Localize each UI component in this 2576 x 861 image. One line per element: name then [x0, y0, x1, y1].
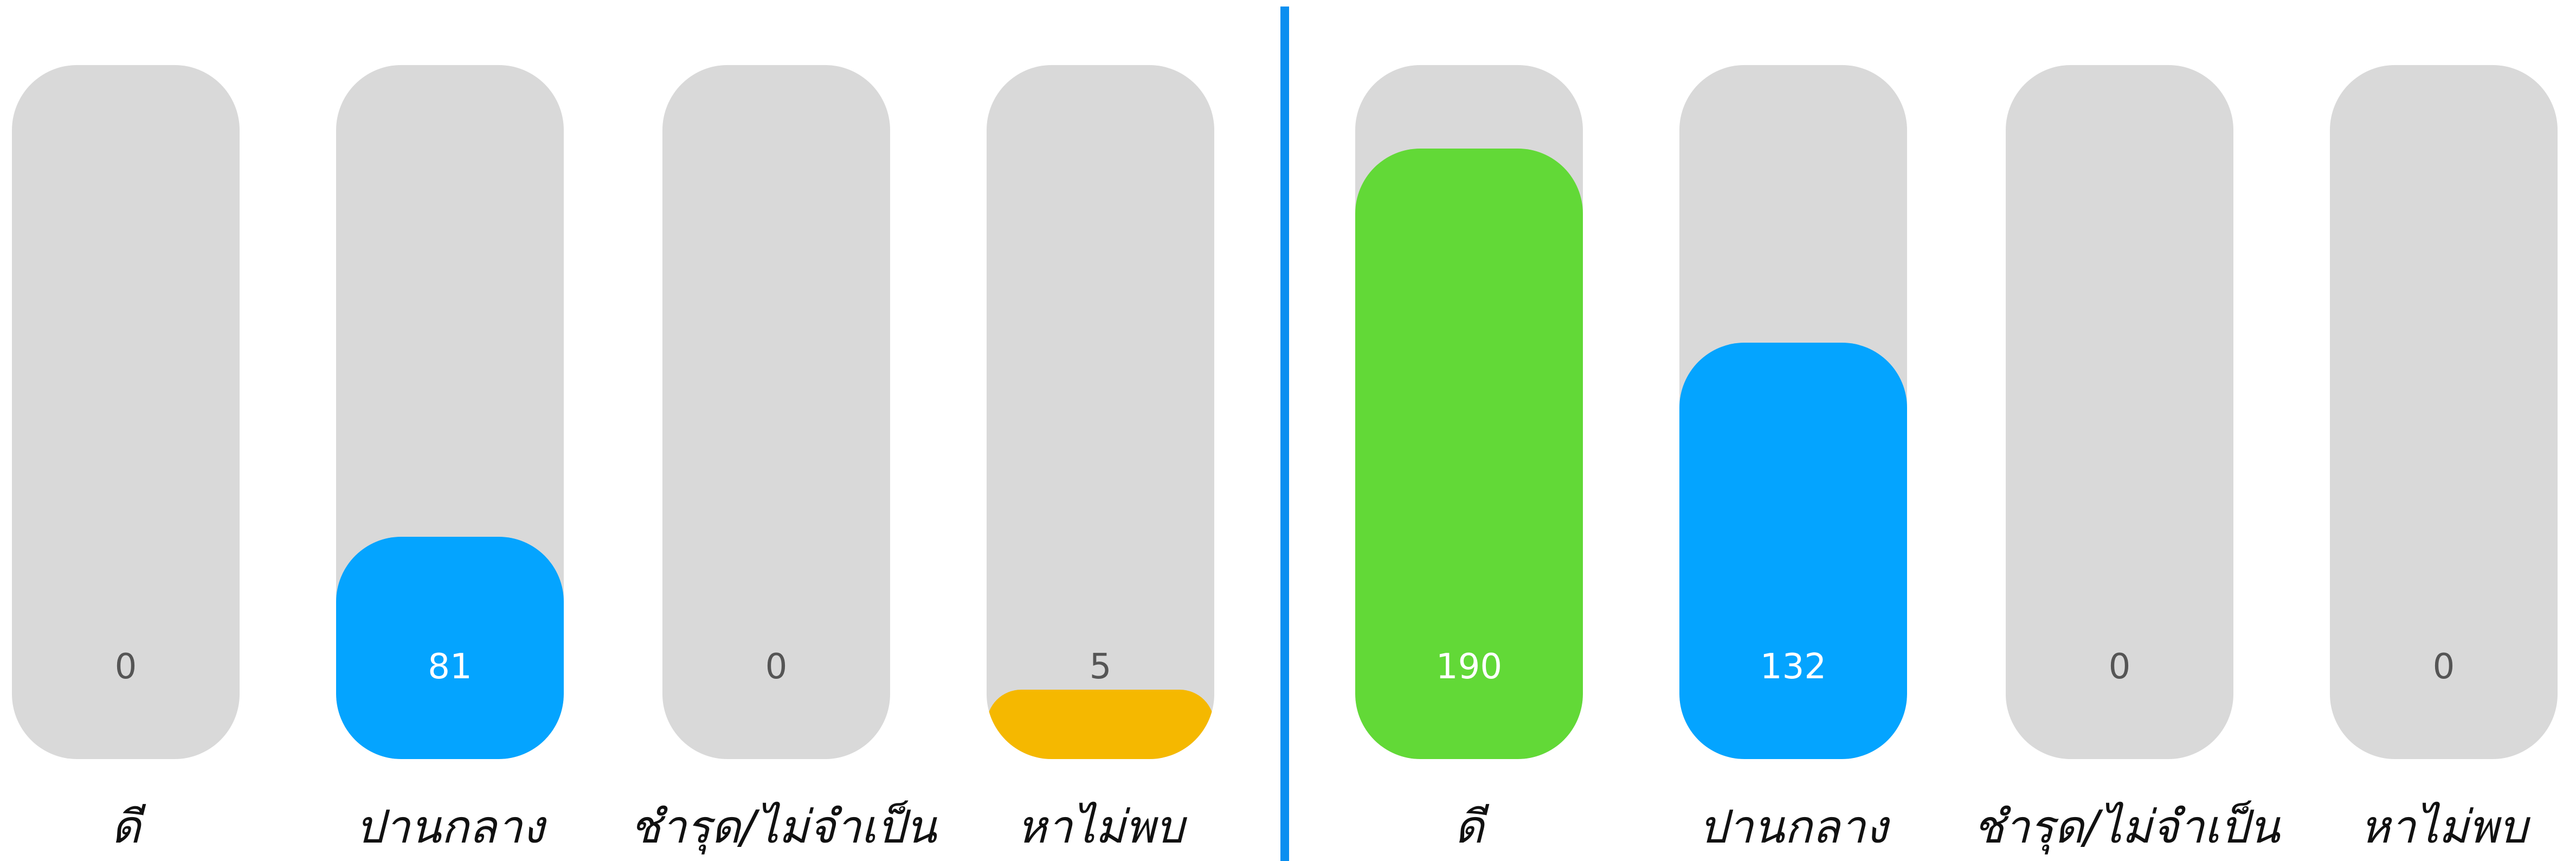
- bar-track: [2330, 65, 2558, 759]
- bar-value: 0: [2432, 647, 2455, 687]
- bar-fill: [1679, 343, 1907, 759]
- bar-track: [662, 65, 890, 759]
- bar-value: 0: [2108, 647, 2131, 687]
- bar-column-not-found[interactable]: 5 หาไม่พบ: [987, 0, 1214, 861]
- bar-track: [336, 65, 564, 759]
- bar-column-damaged-unneeded[interactable]: 0 ชำรุด/ไม่จำเป็น: [630, 0, 937, 861]
- group-divider: [1280, 7, 1289, 861]
- bar-track: [2006, 65, 2233, 759]
- bar-track: [12, 65, 240, 759]
- bar-column-good[interactable]: 0 ดี: [12, 0, 240, 861]
- bar-column-damaged-unneeded[interactable]: 0 ชำรุด/ไม่จำเป็น: [1973, 0, 2280, 861]
- bar-label: ชำรุด/ไม่จำเป็น: [1973, 800, 2280, 853]
- bar-track: [1679, 65, 1907, 759]
- bar-value: 0: [114, 647, 137, 687]
- bar-value: 0: [765, 647, 788, 687]
- bar-label: หาไม่พบ: [1016, 800, 1184, 853]
- bar-column-good[interactable]: 190 ดี: [1355, 0, 1583, 861]
- bar-track: [1355, 65, 1583, 759]
- bar-fill: [336, 537, 564, 759]
- bar-fill: [987, 690, 1214, 759]
- bar-label: ปานกลาง: [1698, 800, 1888, 853]
- bar-label: ดี: [1454, 800, 1484, 853]
- bar-label: ชำรุด/ไม่จำเป็น: [630, 800, 937, 853]
- bar-label: หาไม่พบ: [2360, 800, 2528, 853]
- bar-value: 5: [1089, 647, 1112, 687]
- bar-label: ดี: [111, 800, 141, 853]
- bar-value: 81: [428, 647, 472, 687]
- bar-value: 190: [1435, 647, 1503, 687]
- bar-fill: [1355, 149, 1583, 759]
- bar-column-fair[interactable]: 81 ปานกลาง: [336, 0, 564, 861]
- bar-value: 132: [1760, 647, 1827, 687]
- bar-track: [987, 65, 1214, 759]
- bar-column-fair[interactable]: 132 ปานกลาง: [1679, 0, 1907, 861]
- bar-label: ปานกลาง: [355, 800, 545, 853]
- bar-column-not-found[interactable]: 0 หาไม่พบ: [2330, 0, 2558, 861]
